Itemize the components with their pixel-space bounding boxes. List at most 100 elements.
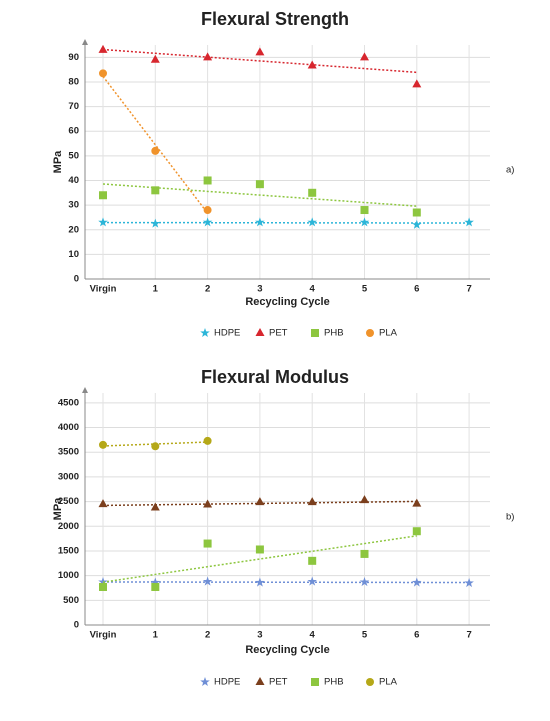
y-tick-label: 3500 — [58, 447, 79, 458]
data-point — [99, 582, 107, 591]
y-tick-label: 1500 — [58, 545, 79, 556]
data-point — [360, 495, 369, 504]
y-tick-label: 40 — [68, 175, 79, 186]
x-tick-label: Virgin — [90, 284, 117, 295]
data-point — [98, 44, 108, 53]
data-point — [151, 186, 160, 195]
legend-label: PHB — [324, 328, 344, 339]
legend-label: PET — [269, 677, 288, 688]
x-tick-label: Virgin — [90, 630, 117, 641]
x-tick-label: 5 — [362, 284, 368, 295]
data-point — [255, 497, 265, 506]
y-tick-label: 70 — [68, 101, 79, 112]
data-point — [151, 146, 160, 155]
data-point — [255, 577, 265, 587]
y-tick-label: 4500 — [58, 397, 79, 408]
data-point — [464, 578, 474, 588]
data-point — [307, 497, 317, 506]
data-point — [99, 440, 107, 449]
x-tick-label: 4 — [310, 630, 316, 641]
data-point — [412, 577, 422, 587]
data-point — [99, 69, 107, 78]
legend-marker — [366, 329, 374, 337]
legend-marker — [200, 328, 210, 338]
trend-line — [102, 221, 470, 224]
x-tick-label: 3 — [257, 284, 262, 295]
data-point — [202, 576, 213, 586]
y-tick-label: 50 — [68, 150, 79, 161]
y-tick-label: 0 — [74, 274, 79, 285]
data-point — [203, 206, 212, 215]
data-point — [308, 188, 317, 197]
y-tick-label: 60 — [68, 126, 79, 137]
x-tick-label: 4 — [310, 284, 316, 295]
y-tick-label: 1000 — [58, 570, 79, 581]
x-tick-label: 1 — [153, 284, 159, 295]
y-tick-label: 10 — [68, 249, 79, 260]
data-point — [151, 582, 160, 591]
y-tick-label: 90 — [68, 52, 79, 63]
x-axis-title: Recycling Cycle — [245, 296, 329, 308]
chart-title: Flexural Modulus — [201, 367, 349, 387]
x-tick-label: 5 — [362, 630, 368, 641]
data-point — [360, 206, 369, 215]
data-point — [203, 499, 213, 508]
trend-line — [102, 48, 417, 74]
y-tick-label: 30 — [68, 200, 79, 211]
data-point — [255, 47, 265, 56]
data-point — [359, 577, 370, 587]
panel-label: b) — [506, 512, 514, 523]
data-point — [203, 52, 213, 61]
legend-marker — [311, 329, 319, 337]
data-point — [360, 549, 369, 558]
x-tick-label: 3 — [257, 630, 262, 641]
x-tick-label: 6 — [414, 630, 419, 641]
data-point — [150, 218, 161, 228]
legend-marker — [255, 677, 265, 685]
x-tick-label: 7 — [466, 630, 471, 641]
data-point — [202, 217, 213, 227]
y-tick-label: 2000 — [58, 521, 79, 532]
panel-label: a) — [506, 165, 514, 176]
data-point — [307, 576, 317, 586]
legend-label: HDPE — [214, 677, 240, 688]
trend-line — [102, 75, 209, 214]
legend-label: PET — [269, 328, 288, 339]
data-point — [150, 577, 161, 587]
legend-marker — [311, 678, 319, 686]
data-point — [412, 527, 421, 536]
data-point — [464, 217, 474, 227]
trend-line — [102, 535, 417, 583]
legend-marker — [366, 678, 374, 686]
data-point — [307, 217, 317, 227]
data-point — [412, 498, 422, 507]
y-axis-arrow — [82, 387, 88, 393]
data-point — [412, 79, 422, 88]
chart-title: Flexural Strength — [201, 9, 349, 29]
x-tick-label: 2 — [205, 630, 210, 641]
data-point — [99, 191, 107, 200]
data-point — [412, 219, 422, 229]
data-point — [360, 52, 369, 61]
x-tick-label: 1 — [153, 630, 159, 641]
x-tick-label: 6 — [414, 284, 419, 295]
data-point — [308, 556, 317, 565]
y-tick-label: 3000 — [58, 471, 79, 482]
trend-line — [102, 581, 470, 584]
y-tick-label: 0 — [74, 620, 79, 631]
data-point — [255, 545, 264, 554]
data-point — [255, 217, 265, 227]
legend-marker — [200, 677, 210, 687]
data-point — [307, 60, 317, 69]
x-axis-title: Recycling Cycle — [245, 644, 329, 656]
data-point — [412, 208, 421, 217]
y-axis-arrow — [82, 39, 88, 45]
data-point — [359, 217, 370, 227]
legend-label: PHB — [324, 677, 344, 688]
y-tick-label: 4000 — [58, 422, 79, 433]
legend-label: PLA — [379, 328, 398, 339]
y-tick-label: 20 — [68, 224, 79, 235]
x-tick-label: 7 — [466, 284, 471, 295]
y-tick-label: 2500 — [58, 496, 79, 507]
